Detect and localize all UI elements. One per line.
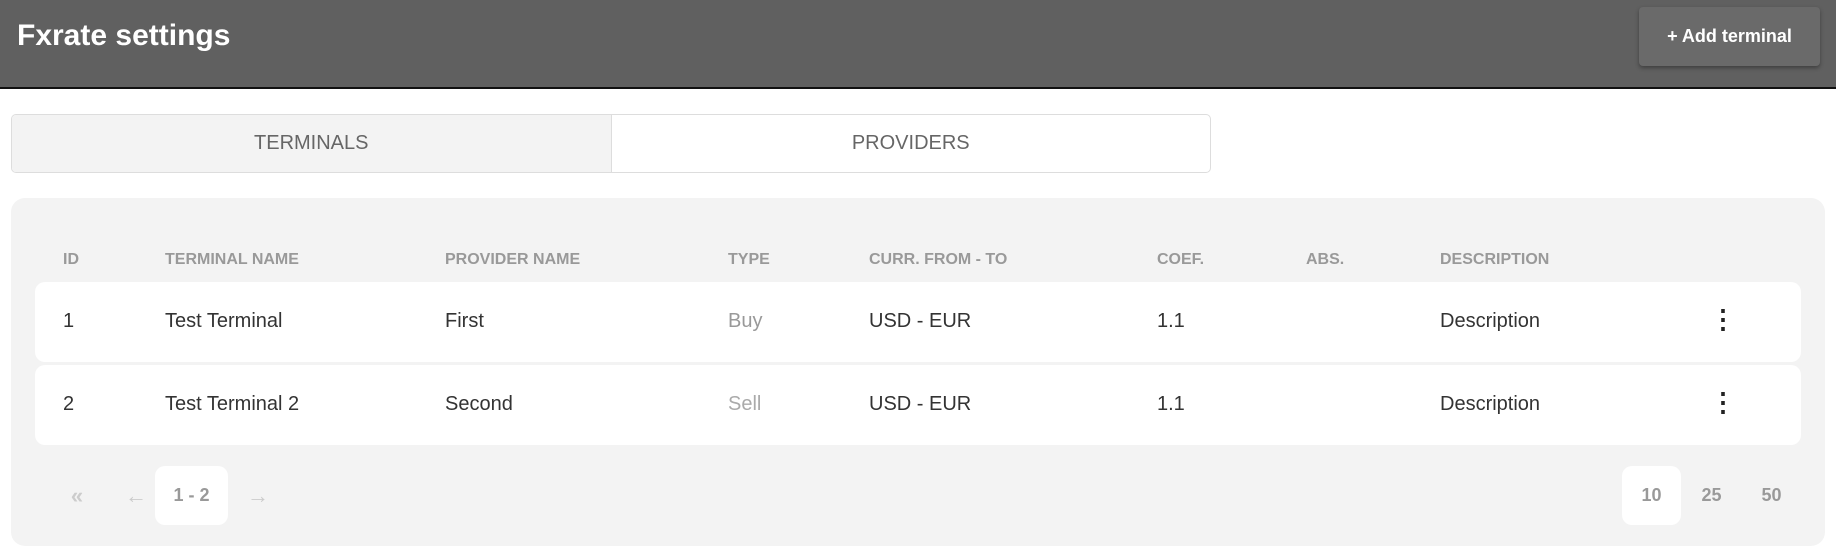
- cell-coef: 1.1: [1157, 393, 1185, 415]
- cell-id: 1: [63, 310, 75, 332]
- column-header-currency: CURR. FROM - TO: [869, 251, 1008, 268]
- column-header-description: DESCRIPTION: [1440, 251, 1550, 268]
- cell-id: 2: [63, 393, 75, 415]
- tab-terminals[interactable]: TERMINALS: [12, 115, 612, 172]
- cell-provider-name: First: [445, 310, 484, 332]
- cell-currency: USD - EUR: [869, 310, 972, 332]
- column-header-type: TYPE: [728, 251, 770, 268]
- terminals-table: ID TERMINAL NAME PROVIDER NAME TYPE CURR…: [11, 198, 1825, 546]
- column-header-id: ID: [63, 251, 79, 268]
- column-header-coef: COEF.: [1157, 251, 1205, 268]
- more-options-icon[interactable]: ⋮: [1710, 304, 1736, 334]
- table-row[interactable]: 1 Test Terminal First Buy USD - EUR 1.1 …: [35, 282, 1801, 362]
- tab-bar: TERMINALS PROVIDERS: [11, 114, 1211, 173]
- more-options-icon[interactable]: ⋮: [1710, 387, 1736, 417]
- cell-terminal-name: Test Terminal: [165, 310, 283, 332]
- prev-page-button[interactable]: ←: [125, 482, 147, 508]
- cell-coef: 1.1: [1157, 310, 1185, 332]
- cell-description: Description: [1440, 393, 1541, 415]
- page-size-10[interactable]: 10: [1622, 466, 1681, 525]
- cell-terminal-name: Test Terminal 2: [165, 393, 300, 415]
- cell-description: Description: [1440, 310, 1541, 332]
- page-title: Fxrate settings: [17, 19, 231, 52]
- page-range[interactable]: 1 - 2: [155, 466, 228, 525]
- add-terminal-button[interactable]: + Add terminal: [1639, 7, 1820, 66]
- column-header-terminal-name: TERMINAL NAME: [165, 251, 299, 268]
- next-page-button[interactable]: →: [247, 482, 269, 508]
- table-row[interactable]: 2 Test Terminal 2 Second Sell USD - EUR …: [35, 365, 1801, 445]
- column-header-abs: ABS.: [1306, 251, 1345, 268]
- page-size-50[interactable]: 50: [1761, 485, 1782, 505]
- page-size-25[interactable]: 25: [1701, 485, 1722, 505]
- cell-provider-name: Second: [445, 393, 513, 415]
- page-header: Fxrate settings + Add terminal: [0, 0, 1836, 89]
- cell-type: Buy: [728, 310, 763, 332]
- tab-providers[interactable]: PROVIDERS: [851, 132, 970, 154]
- cell-currency: USD - EUR: [869, 393, 972, 415]
- first-page-button[interactable]: «: [70, 482, 84, 508]
- column-header-provider-name: PROVIDER NAME: [445, 251, 581, 268]
- cell-type: Sell: [728, 393, 762, 415]
